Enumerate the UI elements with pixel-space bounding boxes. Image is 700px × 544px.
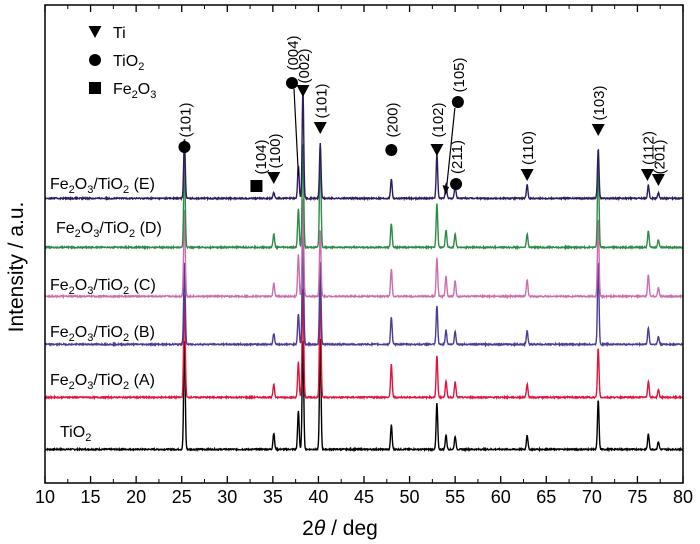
series-label-0: TiO2	[60, 424, 91, 444]
plot-frame	[44, 4, 684, 484]
x-tick-label: 10	[35, 487, 55, 507]
x-tick-label: 30	[217, 487, 237, 507]
series-line-2	[44, 235, 683, 348]
peak-marker-triangle-down	[651, 174, 665, 186]
x-tick-label: 80	[673, 487, 693, 507]
x-tick-label: 60	[491, 487, 511, 507]
peak-marker-triangle-down	[520, 169, 534, 181]
plot-axes: 10 15 20 25 30 35 40 45 50 55 60 65 70 75 80	[35, 4, 693, 507]
peak-label: (110)	[520, 131, 537, 165]
peak-marker-circle	[450, 178, 463, 190]
peak-marker-circle	[178, 141, 191, 153]
peak-label: (200)	[384, 102, 401, 137]
series-line-0	[44, 338, 684, 453]
peak-annotations: (101)(104)(100)(004)(002)(101)(200) (102)…	[177, 35, 668, 195]
x-tick-label: 15	[81, 487, 101, 507]
series-line-5	[44, 90, 683, 202]
arrow-head	[442, 185, 450, 195]
series-label-3: Fe2O3/TiO2 (C)	[50, 277, 156, 297]
series-line-4	[44, 142, 684, 251]
x-tick-label: 55	[445, 487, 465, 507]
x-tick-label: 45	[354, 487, 374, 507]
legend-symbol-square	[89, 82, 101, 94]
peak-label: (004)	[285, 35, 302, 70]
peak-marker-circle	[385, 144, 398, 156]
peak-marker-triangle-down	[640, 169, 654, 181]
peak-label: (102)	[430, 102, 447, 137]
x-tick-label: 35	[263, 487, 283, 507]
peak-label: (103)	[591, 85, 608, 120]
peak-label: (105)	[451, 57, 468, 92]
peak-label: (104)	[253, 139, 270, 174]
xrd-traces	[44, 90, 684, 453]
x-tick-label: 25	[172, 487, 192, 507]
x-tick-label: 20	[126, 487, 146, 507]
peak-marker-circle	[285, 77, 298, 89]
annotation-arrow	[445, 107, 456, 194]
series-label-4: Fe2O3/TiO2 (D)	[56, 220, 162, 240]
legend-label: Fe2O3	[113, 81, 156, 101]
peak-marker-triangle-down	[296, 85, 310, 97]
peak-marker-square	[250, 180, 263, 192]
x-tick-label: 65	[536, 487, 556, 507]
peak-marker-circle	[451, 96, 464, 108]
x-tick-label: 75	[627, 487, 647, 507]
annotation-leader	[293, 88, 299, 176]
legend: Ti TiO2 Fe2O3	[88, 25, 156, 101]
peak-label: (101)	[313, 83, 330, 118]
series-line-1	[44, 287, 684, 401]
series-label-1: Fe2O3/TiO2 (A)	[50, 372, 155, 392]
legend-symbol-circle	[89, 54, 101, 66]
series-label-5: Fe2O3/TiO2 (E)	[50, 176, 155, 196]
peak-marker-triangle-down	[267, 172, 281, 184]
y-axis-label: Intensity / a.u.	[5, 202, 28, 333]
legend-label: Ti	[113, 25, 126, 42]
peak-label: (211)	[449, 140, 466, 174]
x-tick-label: 70	[582, 487, 602, 507]
peak-marker-triangle-down	[313, 122, 327, 134]
peak-label: (201)	[651, 139, 668, 174]
series-label-2: Fe2O3/TiO2 (B)	[50, 324, 155, 344]
peak-label: (100)	[267, 133, 284, 168]
series-line-3	[44, 198, 684, 300]
x-axis-label: 2θ / deg	[302, 517, 378, 540]
peak-marker-triangle-down	[591, 124, 605, 136]
peak-label: (101)	[177, 102, 194, 137]
x-tick-label: 50	[400, 487, 420, 507]
peak-label: (112)	[640, 131, 657, 165]
legend-symbol-triangle	[88, 26, 102, 38]
peak-marker-triangle-down	[430, 144, 444, 156]
peak-label: (002)	[296, 48, 313, 83]
series-labels: TiO2 Fe2O3/TiO2 (A) Fe2O3/TiO2 (B) Fe2O3/Ti…	[50, 176, 162, 444]
x-tick-label: 40	[308, 487, 328, 507]
legend-label: TiO2	[113, 53, 144, 73]
